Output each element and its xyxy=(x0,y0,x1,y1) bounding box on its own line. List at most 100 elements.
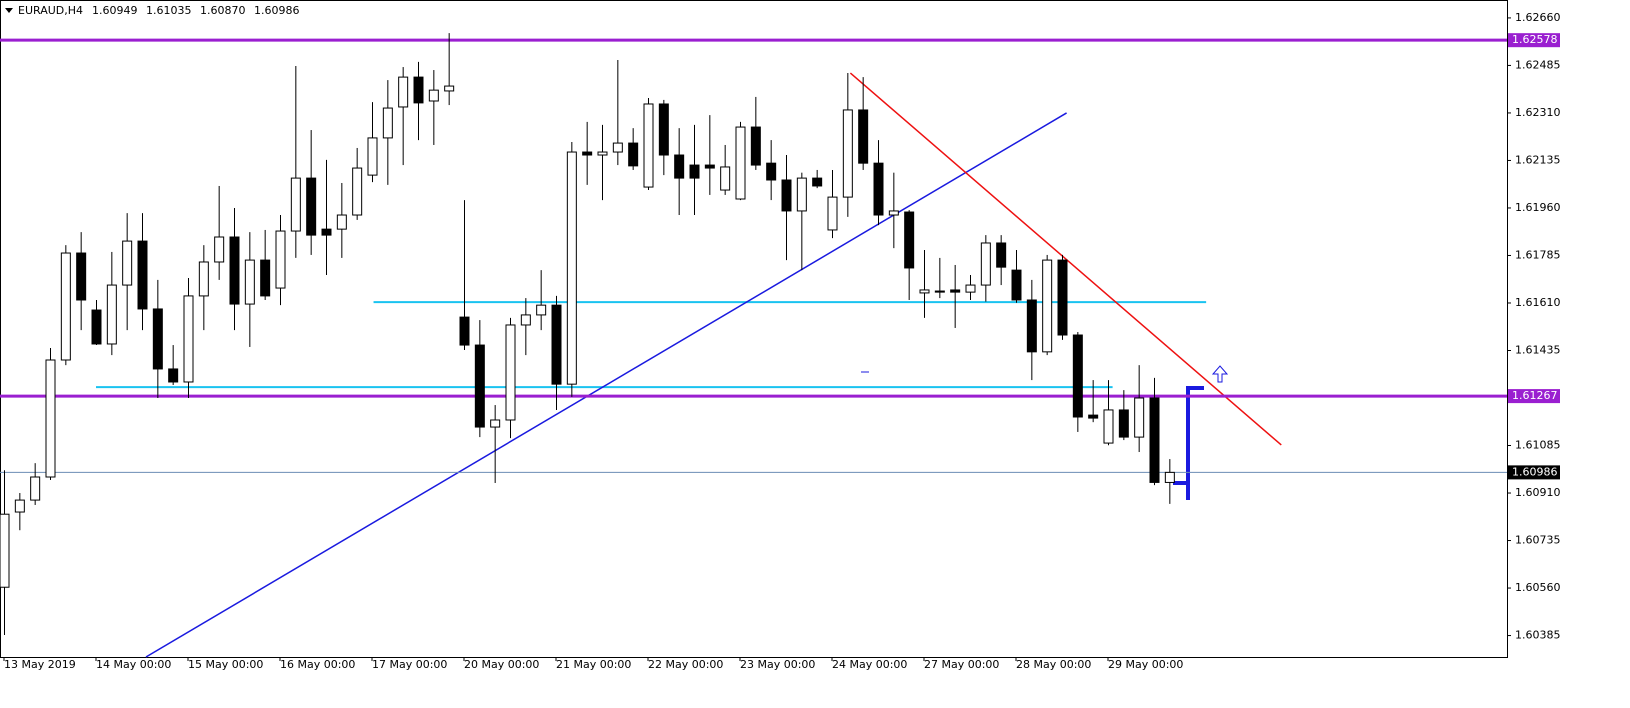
x-tick-label: 22 May 00:00 xyxy=(648,658,723,671)
trendline xyxy=(145,112,1067,658)
candle-body xyxy=(1118,409,1129,438)
candle-body xyxy=(275,230,286,289)
candle-body xyxy=(367,137,378,176)
candle-body xyxy=(260,259,271,297)
candle-body xyxy=(321,228,332,236)
x-tick-label: 20 May 00:00 xyxy=(464,658,539,671)
candle-body xyxy=(306,177,317,236)
candle-body xyxy=(950,289,961,293)
candle-body xyxy=(45,359,56,478)
y-tick-label: 1.60385 xyxy=(1515,629,1561,642)
header-value: 1.60986 xyxy=(254,4,300,17)
candle-body xyxy=(60,252,71,361)
candle-body xyxy=(643,103,654,188)
dropdown-icon xyxy=(5,8,13,13)
header-value: 1.60949 xyxy=(92,4,138,17)
candle-body xyxy=(1149,397,1160,483)
header-values: 1.60949 1.61035 1.60870 1.60986 xyxy=(92,4,300,17)
candle-body xyxy=(796,177,807,212)
candle-body xyxy=(628,142,639,167)
candle-body xyxy=(597,151,608,156)
y-tick-label: 1.60910 xyxy=(1515,486,1561,499)
candle-body xyxy=(812,177,823,187)
candle-body xyxy=(689,164,700,179)
header-value: 1.60870 xyxy=(200,4,246,17)
candle-body xyxy=(428,89,439,102)
candle-body xyxy=(720,166,731,191)
candle-body xyxy=(735,126,746,200)
candle-body xyxy=(520,314,531,326)
y-tick-label: 1.61610 xyxy=(1515,296,1561,309)
price-level-label: 1.62578 xyxy=(1512,33,1558,46)
x-tick-label: 16 May 00:00 xyxy=(280,658,355,671)
y-tick-label: 1.61960 xyxy=(1515,201,1561,214)
candle-body xyxy=(1026,299,1037,353)
candle-body xyxy=(490,419,501,428)
y-tick-label: 1.61435 xyxy=(1515,343,1561,356)
y-tick-label: 1.62660 xyxy=(1515,11,1561,24)
y-tick-label: 1.61785 xyxy=(1515,248,1561,261)
price-level-tag xyxy=(1508,465,1560,480)
candle-body xyxy=(398,76,409,108)
candle-body xyxy=(0,513,10,588)
candle-body xyxy=(183,295,194,383)
drawn-bracket xyxy=(1173,386,1204,500)
y-tick-label: 1.60735 xyxy=(1515,534,1561,547)
candle-body xyxy=(14,499,25,513)
y-tick-label: 1.62135 xyxy=(1515,153,1561,166)
candle-body xyxy=(888,210,899,216)
x-tick-label: 15 May 00:00 xyxy=(188,658,263,671)
candle-body xyxy=(198,261,209,297)
header-value: 1.61035 xyxy=(146,4,192,17)
candle-body xyxy=(965,284,976,293)
candle-body xyxy=(229,236,240,305)
candle-body xyxy=(980,242,991,286)
x-tick-label: 28 May 00:00 xyxy=(1016,658,1091,671)
candle-body xyxy=(566,151,577,385)
candle-body xyxy=(704,164,715,169)
arrow-up-icon xyxy=(1211,365,1229,383)
candle-body xyxy=(658,103,669,156)
candle-body xyxy=(1103,409,1114,444)
candle-body xyxy=(352,167,363,216)
candle-body xyxy=(904,211,915,269)
candle-body xyxy=(382,107,393,139)
candle-body xyxy=(750,126,761,166)
candle-body xyxy=(1134,397,1145,438)
x-tick-label: 14 May 00:00 xyxy=(96,658,171,671)
candle-body xyxy=(582,151,593,156)
x-tick-label: 17 May 00:00 xyxy=(372,658,447,671)
y-tick-label: 1.61085 xyxy=(1515,439,1561,452)
x-tick-label: 13 May 2019 xyxy=(4,658,76,671)
candle-body xyxy=(76,252,87,301)
candle-body xyxy=(996,242,1007,268)
candle-body xyxy=(873,162,884,216)
candle-body xyxy=(1057,259,1068,336)
candle-body xyxy=(152,308,163,370)
candle-body xyxy=(474,344,485,428)
candle-body xyxy=(842,109,853,198)
candle-body xyxy=(106,284,117,345)
price-level-tag xyxy=(1508,33,1560,48)
candle-body xyxy=(413,76,424,104)
candle-body xyxy=(168,368,179,383)
candle-body xyxy=(612,142,623,153)
x-tick-label: 23 May 00:00 xyxy=(740,658,815,671)
y-tick-label: 1.62485 xyxy=(1515,58,1561,71)
candle-body xyxy=(444,85,455,92)
candle-body xyxy=(214,236,225,263)
candle-body xyxy=(536,304,547,316)
candle-body xyxy=(551,304,562,385)
candle-body xyxy=(674,154,685,179)
x-tick-label: 21 May 00:00 xyxy=(556,658,631,671)
candle-body xyxy=(91,309,102,345)
candle-body xyxy=(459,316,470,346)
candle-body xyxy=(30,476,41,501)
candle-body xyxy=(122,240,133,286)
candle-body xyxy=(858,109,869,164)
candle-body xyxy=(1011,269,1022,301)
candle-body xyxy=(1088,414,1099,419)
candle-body xyxy=(336,214,347,230)
